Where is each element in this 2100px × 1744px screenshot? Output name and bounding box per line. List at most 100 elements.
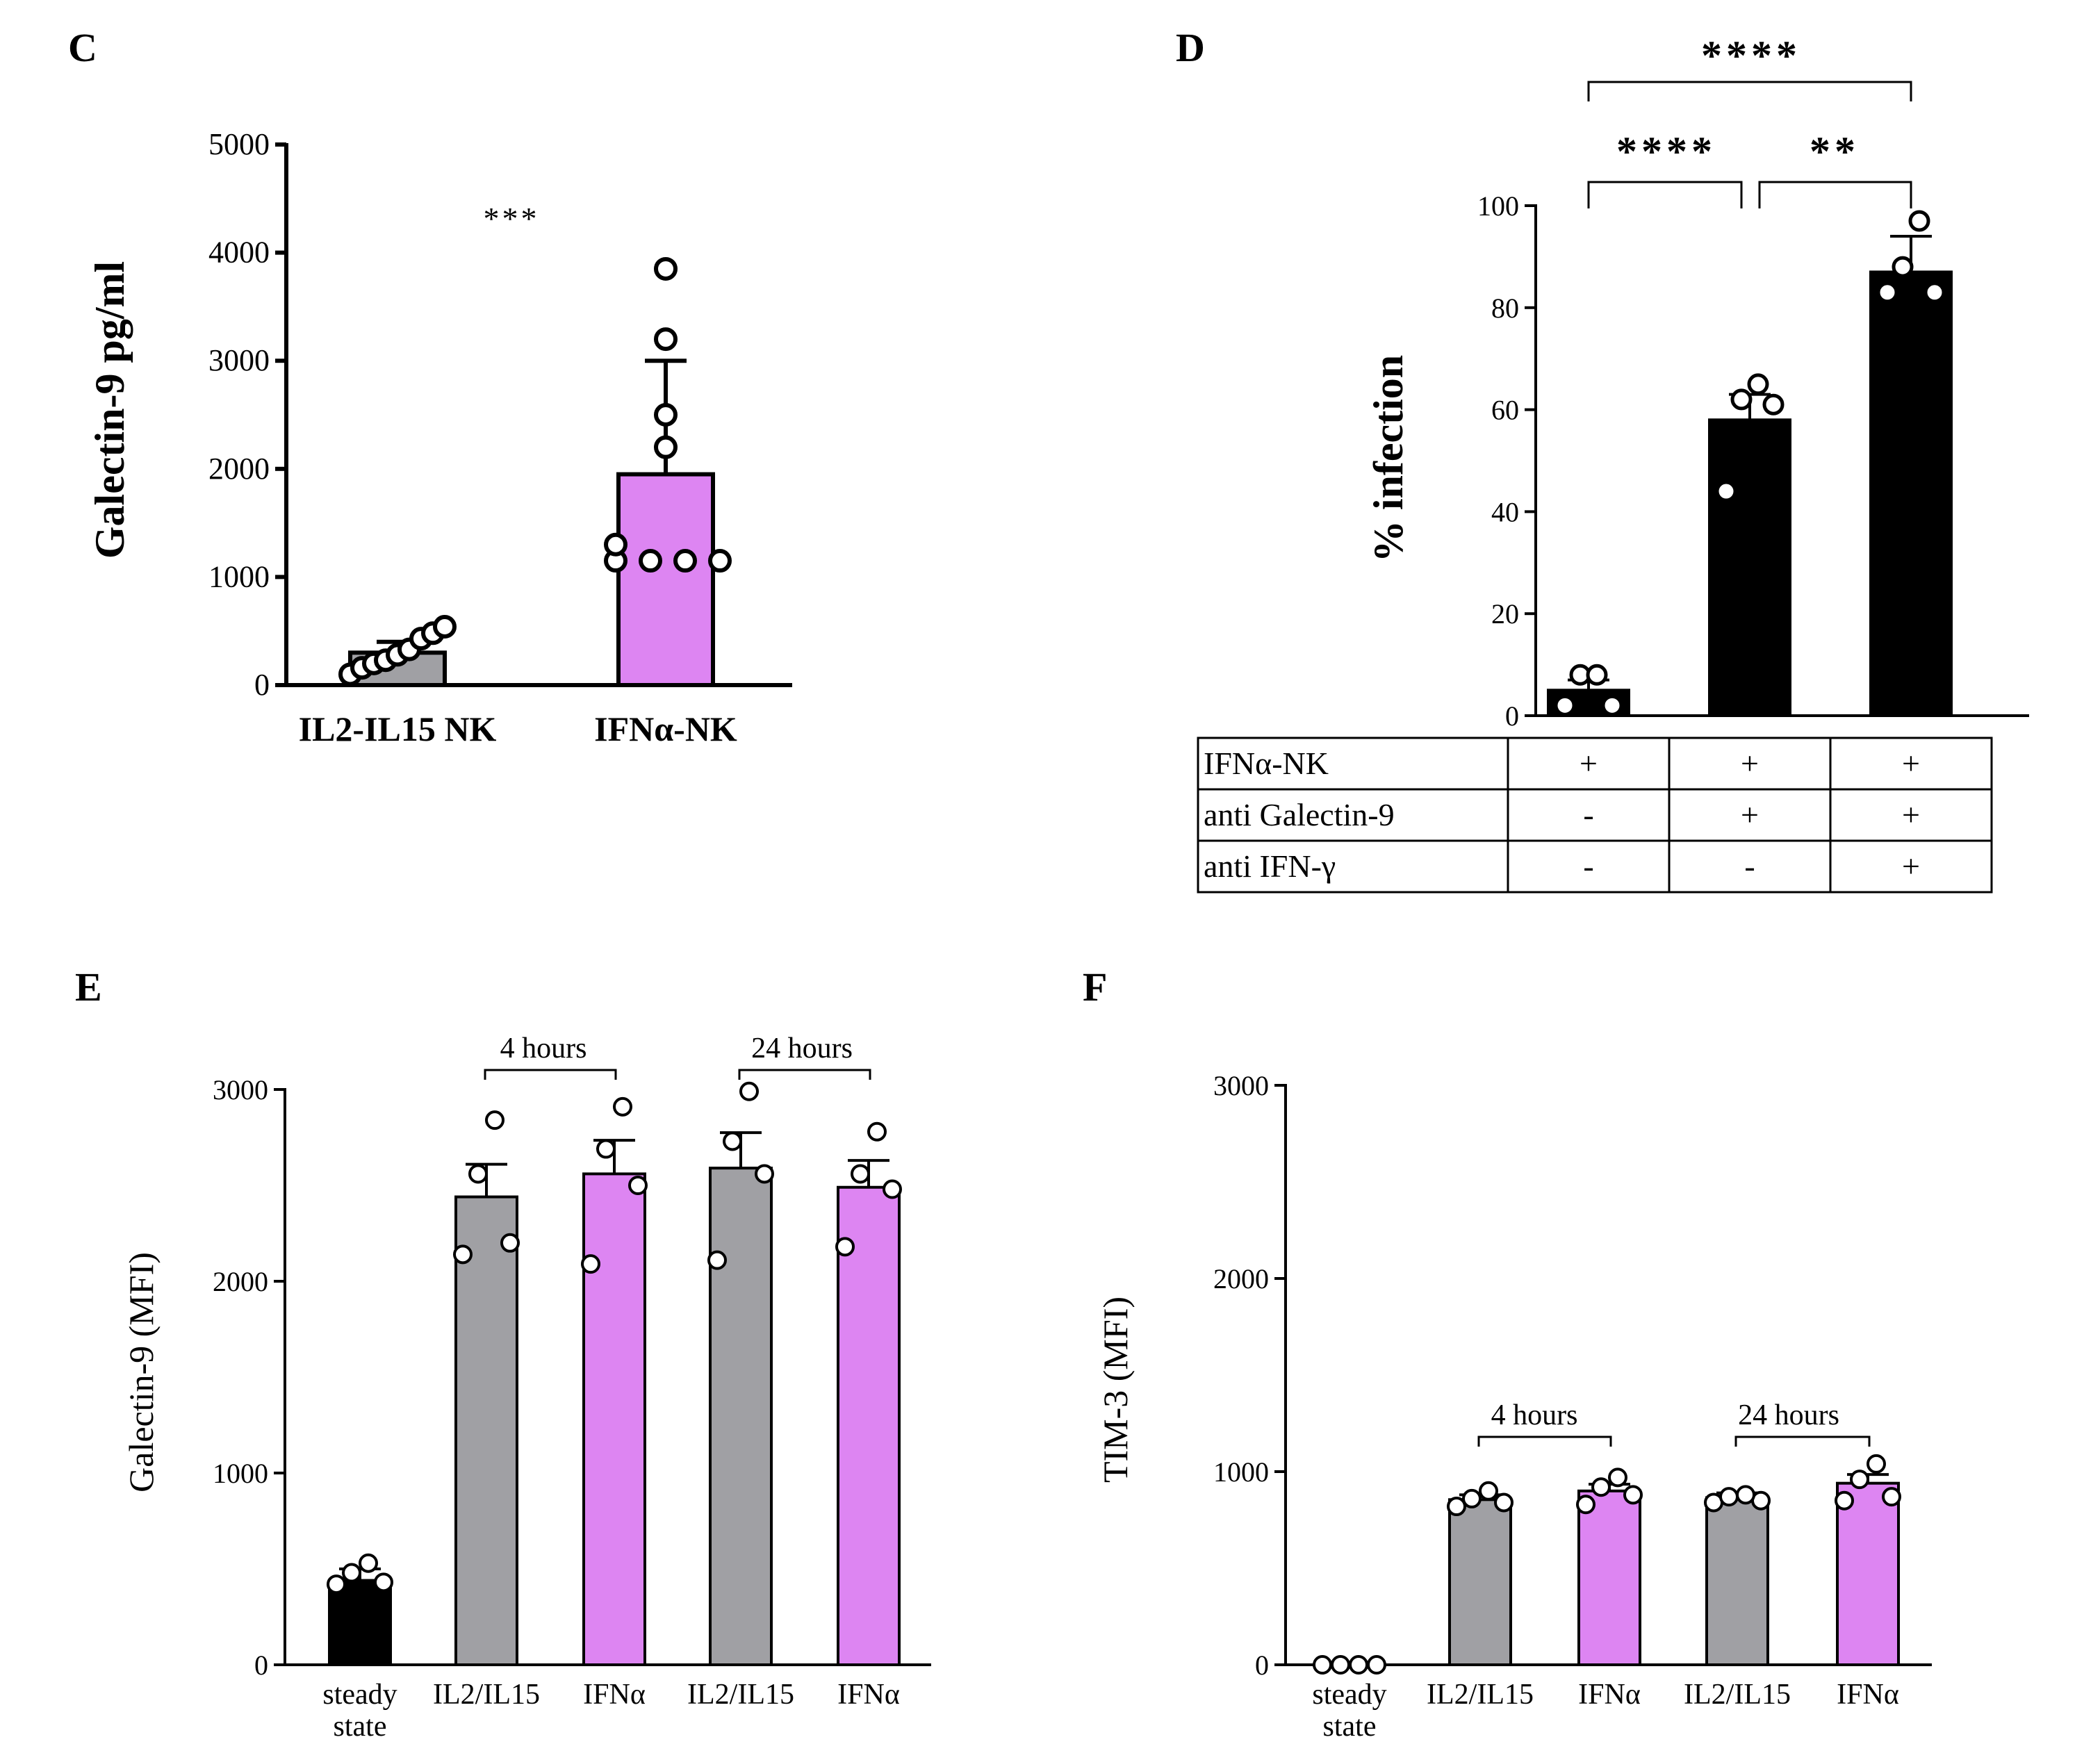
panel-f-data-point (1882, 1487, 1901, 1507)
panel-f-category-label: IL2/IL15 (1684, 1679, 1791, 1711)
panel-d-comparison-bracket (1587, 181, 1743, 208)
panel-letter-e: E (75, 964, 102, 1010)
panel-e-data-point (707, 1250, 727, 1270)
panel-e-bar (582, 1172, 646, 1666)
panel-e-ylabel: Galectin-9 (MFI) (122, 1252, 161, 1492)
panel-d-data-point (1715, 480, 1737, 502)
panel-e-bar (328, 1579, 392, 1667)
panel-d-y-tick-label: 0 (1505, 700, 1519, 732)
panel-d-condition-table: IFNα-NK anti Galectin-9 anti IFN-γ + + +… (1197, 737, 1993, 894)
panel-letter-c: C (68, 25, 97, 70)
panel-e-bar (709, 1167, 773, 1667)
panel-d-y-tick-label: 100 (1477, 190, 1519, 222)
panel-e-data-point (835, 1237, 855, 1257)
panel-f-data-point (1736, 1485, 1755, 1505)
panel-e-data-point (613, 1096, 632, 1117)
table-row-label-ifn-nk: IFNα-NK (1204, 746, 1329, 781)
panel-f-category-label: state (1323, 1711, 1377, 1743)
panel-f-y-tick-label: 0 (1255, 1650, 1269, 1681)
panel-d-data-point (1554, 694, 1576, 716)
panel-f-category-label: steady (1312, 1679, 1386, 1711)
panel-f-category-label: IFNα (1578, 1679, 1641, 1711)
panel-e-y-tick-label: 3000 (213, 1074, 268, 1105)
panel-d-y-tick-label: 60 (1491, 395, 1519, 426)
table-cell: + (1741, 746, 1759, 781)
table-cell: + (1580, 746, 1598, 781)
panel-e-bar (454, 1195, 518, 1667)
panel-f-data-point (1462, 1488, 1482, 1508)
panel-c-y-tick-label: 1000 (208, 559, 270, 593)
panel-e-y-tick-label: 2000 (213, 1266, 268, 1297)
panel-f-y-tick-label: 2000 (1213, 1263, 1269, 1294)
panel-f-category-label: IL2/IL15 (1427, 1679, 1534, 1711)
panel-f-data-point (1867, 1454, 1886, 1474)
panel-d-y-tick-label: 80 (1491, 293, 1519, 324)
panel-f-bar (1448, 1498, 1512, 1667)
panel-e-category-label: IL2/IL15 (433, 1679, 540, 1711)
panel-f-data-point (1591, 1477, 1611, 1497)
panel-d-y-tick-label: 20 (1491, 598, 1519, 630)
panel-e-data-point (628, 1176, 648, 1195)
panel-c-data-point (673, 549, 697, 573)
panel-f-data-point (1494, 1492, 1514, 1513)
panel-c-category-label: IL2-IL15 NK (299, 709, 497, 748)
panel-f-data-point (1479, 1481, 1498, 1501)
panel-f-ylabel: TIM-3 (MFI) (1096, 1297, 1135, 1483)
table-cell: + (1902, 797, 1920, 832)
table-row-label-anti-ifn-gamma: anti IFN-γ (1204, 848, 1336, 884)
panel-d-bar (1869, 270, 1953, 718)
panel-f-time-bracket (1734, 1435, 1871, 1447)
panel-d-data-point (1730, 388, 1753, 411)
panel-e-category-label: IFNα (583, 1679, 646, 1711)
panel-f-data-point (1623, 1485, 1643, 1505)
panel-e-category-label: state (334, 1711, 387, 1743)
panel-d-data-point (1908, 210, 1930, 232)
panel-d-ylabel: % infection (1365, 355, 1411, 562)
panel-e-data-point (723, 1131, 742, 1151)
table-cell: - (1583, 848, 1593, 884)
panel-e-data-point (359, 1553, 378, 1573)
panel-letter-d: D (1176, 25, 1205, 70)
panel-e-time-bracket (484, 1069, 617, 1080)
panel-c-y-tick-label: 0 (254, 668, 270, 702)
panel-d-data-point (1601, 694, 1623, 716)
panel-c-data-point (708, 549, 732, 573)
panel-d-data-point (1892, 256, 1914, 278)
panel-f-category-label: IFNα (1837, 1679, 1899, 1711)
panel-e-data-point (851, 1164, 870, 1184)
panel-e-data-point (739, 1081, 759, 1101)
panel-e-data-point (500, 1233, 520, 1253)
panel-f-data-point (1835, 1490, 1854, 1511)
panel-f-bar (1705, 1496, 1769, 1667)
panel-e-data-point (755, 1164, 774, 1184)
panel-letter-f: F (1083, 964, 1107, 1010)
panel-f-y-tick-label: 3000 (1213, 1070, 1269, 1101)
panel-d-data-point (1876, 281, 1898, 304)
panel-f-data-point (1349, 1655, 1368, 1675)
panel-e-bracket-24h: 24 hours (751, 1033, 853, 1064)
panel-f-data-point (1331, 1655, 1350, 1675)
panel-c-data-point (654, 403, 678, 427)
panel-c-data-point (654, 256, 678, 281)
panel-d-data-point (1762, 393, 1785, 416)
panel-e-data-point (468, 1164, 488, 1184)
panel-d-data-point (1747, 373, 1769, 395)
panel-c-data-point (639, 549, 662, 573)
panel-d-bar (1708, 418, 1791, 718)
panel-f-data-point (1313, 1655, 1332, 1675)
panel-d-comparison-bracket (1587, 81, 1912, 101)
table-cell: - (1583, 797, 1593, 832)
panel-e-category-label: steady (322, 1679, 397, 1711)
panel-e-time-bracket (738, 1069, 871, 1080)
panel-e-bracket-4h: 4 hours (500, 1033, 587, 1064)
panel-c-significance: *** (484, 201, 540, 236)
table-row-label-anti-galectin: anti Galectin-9 (1204, 797, 1395, 832)
panel-f-data-point (1576, 1495, 1595, 1515)
panel-e-data-point (485, 1110, 505, 1130)
panel-d-comparison-bracket (1758, 181, 1912, 208)
panel-e-data-point (327, 1574, 346, 1595)
table-cell: - (1744, 848, 1755, 884)
panel-f-data-point (1719, 1487, 1739, 1507)
